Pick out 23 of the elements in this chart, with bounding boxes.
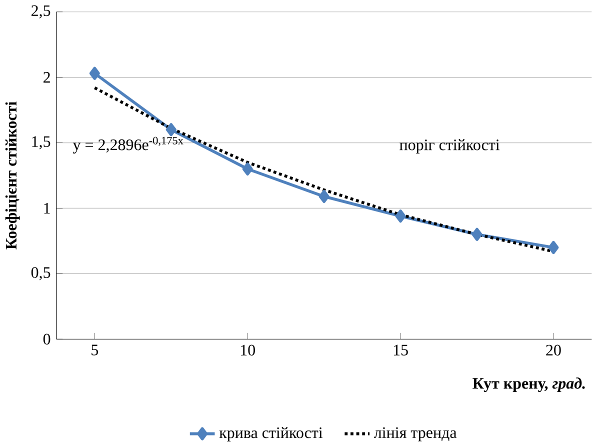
x-tick-label: 20 [546, 344, 561, 356]
annotation: поріг стійкості [400, 139, 500, 154]
y-axis-title: Коефіцієнт стійкості [5, 101, 20, 250]
x-tick-label: 15 [394, 344, 408, 356]
legend-label: крива стійкості [219, 426, 323, 442]
x-tick-label: 5 [92, 344, 98, 356]
y-tick-label: 1 [44, 202, 50, 214]
y-tick-label: 2,5 [32, 5, 50, 18]
x-tick-label: 10 [241, 344, 255, 356]
point [472, 228, 482, 241]
point [548, 240, 559, 254]
y-tick-label: 1,5 [32, 136, 50, 150]
point [395, 209, 406, 223]
point [242, 162, 253, 176]
point [166, 123, 176, 136]
legend-label: лінія тренда [374, 427, 457, 442]
y-tick-label: 0,5 [31, 267, 50, 280]
point [318, 190, 330, 203]
point [89, 66, 100, 80]
annotation: y = 2,2896e$^{-0,175x}$ [72, 136, 184, 154]
y-tick-label: 2 [44, 72, 50, 83]
x-axis-title: Кут крену, град. [472, 377, 585, 392]
y-tick-label: 0 [43, 334, 50, 344]
